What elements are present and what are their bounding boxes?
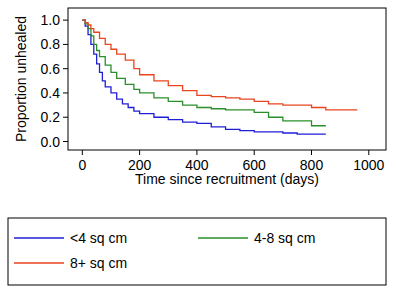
x-tick xyxy=(254,150,255,155)
y-tick xyxy=(63,92,68,93)
y-tick xyxy=(63,141,68,142)
x-tick-label: 1000 xyxy=(353,157,384,173)
series-line xyxy=(82,20,357,110)
y-tick xyxy=(63,20,68,21)
plot-frame xyxy=(68,8,386,150)
y-axis-title: Proportion unhealed xyxy=(13,16,29,142)
x-tick xyxy=(139,150,140,155)
y-tick-label: 1.0 xyxy=(41,12,61,28)
x-tick xyxy=(311,150,312,155)
legend-label: 4-8 sq cm xyxy=(254,230,315,246)
y-tick xyxy=(63,117,68,118)
background xyxy=(0,0,396,290)
series-line xyxy=(82,20,326,126)
y-tick-label: 0.6 xyxy=(41,61,61,77)
x-tick xyxy=(82,150,83,155)
y-tick xyxy=(63,44,68,45)
x-tick xyxy=(368,150,369,155)
y-tick-label: 0.8 xyxy=(41,36,61,52)
y-tick xyxy=(63,68,68,69)
x-axis-title: Time since recruitment (days) xyxy=(135,171,319,187)
legend-key xyxy=(198,237,248,239)
legend-key xyxy=(14,262,64,264)
legend-key xyxy=(14,237,64,239)
y-tick-label: 0.2 xyxy=(41,109,61,125)
legend-box xyxy=(8,218,386,285)
y-tick-label: 0.4 xyxy=(41,85,61,101)
series-line xyxy=(82,20,326,134)
x-tick xyxy=(196,150,197,155)
legend-label: <4 sq cm xyxy=(70,230,127,246)
legend: <4 sq cm 4-8 sq cm 8+ sq cm xyxy=(8,218,386,285)
chart: 0.00.20.40.60.81.002004006008001000Time … xyxy=(0,0,396,290)
plot-area xyxy=(82,20,357,134)
legend-label: 8+ sq cm xyxy=(70,255,127,271)
y-tick-label: 0.0 xyxy=(41,134,61,150)
x-tick-label: 0 xyxy=(78,157,86,173)
